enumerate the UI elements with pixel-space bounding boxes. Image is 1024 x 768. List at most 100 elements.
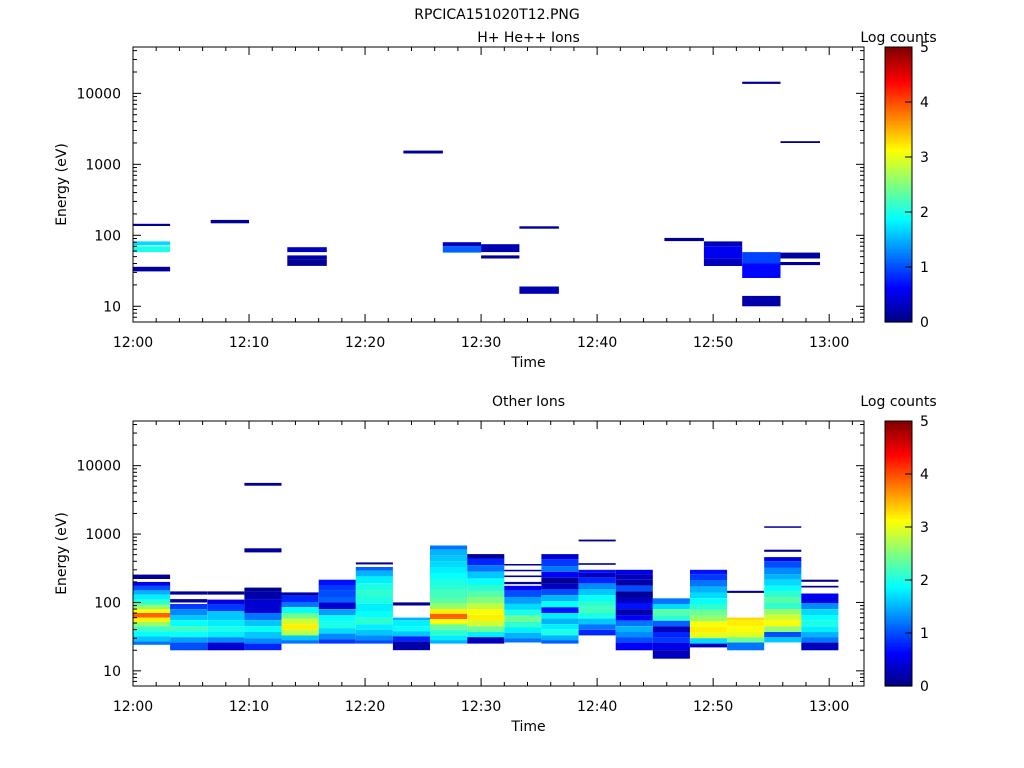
x-tick-label: 12:50 [693,699,733,715]
heatmap-cell [133,604,171,610]
colorbar-swatch [885,666,912,669]
heatmap-cell [541,607,579,614]
heatmap-cell [287,259,327,266]
colorbar-swatch [885,312,912,316]
colorbar-swatch [885,573,912,577]
heatmap-cell [615,626,653,632]
colorbar-swatch [885,633,912,636]
colorbar-swatch [885,458,912,462]
colorbar-swatch [885,438,912,442]
colorbar-swatch [885,584,912,588]
heatmap-cell [652,620,690,627]
x-tick-label: 13:00 [809,699,849,715]
heatmap-cell [244,591,282,600]
heatmap-cell [467,632,505,638]
heatmap-cell [764,561,802,568]
colorbar-swatch [885,157,912,160]
colorbar-swatch [885,513,912,517]
colorbar-swatch [885,104,912,108]
colorbar-swatch [885,504,912,508]
heatmap-cell [207,604,245,611]
heatmap-cell [764,557,802,562]
heatmap-cell [541,629,579,636]
colorbar-swatch [885,53,912,57]
heatmap-cell [578,569,616,573]
heatmap-cell [690,632,728,639]
heatmap-cell [207,631,245,638]
colorbar-swatch [885,602,912,605]
heatmap-cell [541,559,579,567]
heatmap-cell [430,597,468,603]
colorbar-swatch [885,560,912,563]
heatmap-cell [281,595,319,603]
heatmap-cell [355,576,393,584]
heatmap-cell [318,633,356,640]
heatmap-cell [318,639,356,644]
y-axis-label: Energy (eV) [54,143,70,226]
heatmap-cell [652,632,690,638]
heatmap-cell [764,579,802,586]
colorbar-swatch [885,193,912,197]
heatmap-cell [430,619,468,625]
x-tick-label: 12:30 [461,335,501,351]
heatmap-cell [690,626,728,633]
colorbar-swatch [885,202,912,206]
heatmap-cell [467,609,505,615]
heatmap-cell [355,597,393,604]
heatmap-cell [281,607,319,614]
heatmap-cell [467,626,505,632]
colorbar-swatch [885,615,912,619]
colorbar-swatch [885,610,912,614]
colorbar-swatch [885,529,912,533]
colorbar-swatch [885,152,912,156]
y-tick-label: 10 [103,664,121,680]
heatmap-cell [244,587,282,592]
colorbar-swatch [885,168,912,172]
heatmap-cell [133,641,171,645]
colorbar-swatch [885,683,912,687]
colorbar-swatch [885,509,912,513]
colorbar-swatch [885,668,912,672]
heatmap-cell [727,620,765,627]
heatmap-cell [727,637,765,643]
heatmap-cell [519,226,559,229]
colorbar-swatch [885,276,912,280]
heatmap-cell [801,637,839,643]
colorbar-swatch [885,228,912,231]
heatmap-cell [281,613,319,619]
heatmap-cell [467,620,505,627]
heatmap-cell [541,577,579,584]
colorbar-swatch [885,108,912,112]
colorbar-swatch [885,79,912,82]
heatmap-cell [742,252,781,264]
colorbar-swatch [885,591,912,594]
colorbar-swatch [885,115,912,119]
chart-panel-2: 12:00 12:10 12:20 12:30 12:40 12:50 13:0010100… [54,394,937,735]
heatmap-cell [727,617,765,621]
heatmap-cell [578,583,616,590]
heatmap-cell [318,602,356,609]
heatmap-cell [318,615,356,622]
colorbar-swatch [885,511,912,515]
heatmap-cell [318,628,356,634]
chart-panel-1: 12:00 12:10 12:20 12:30 12:40 12:50 13:0010100… [54,30,937,371]
colorbar-swatch [885,189,912,192]
colorbar-swatch [885,465,912,468]
heatmap-cell [430,555,468,562]
colorbar-swatch [885,630,912,634]
colorbar-swatch [885,85,912,89]
colorbar-swatch [885,131,912,135]
panels: 12:00 12:10 12:20 12:30 12:40 12:50 13:0010100… [54,30,937,735]
colorbar-swatch [885,287,912,291]
colorbar-swatch [885,244,912,247]
heatmap-cell [578,629,616,636]
colorbar-swatch [885,456,912,460]
colorbar-swatch [885,544,912,548]
colorbar-swatch [885,212,912,215]
colorbar-swatch [885,619,912,623]
colorbar-swatch [885,232,912,236]
colorbar-swatch [885,482,912,486]
heatmap-cell [780,141,820,143]
heatmap-cell [780,262,820,266]
colorbar-swatch [885,491,912,495]
